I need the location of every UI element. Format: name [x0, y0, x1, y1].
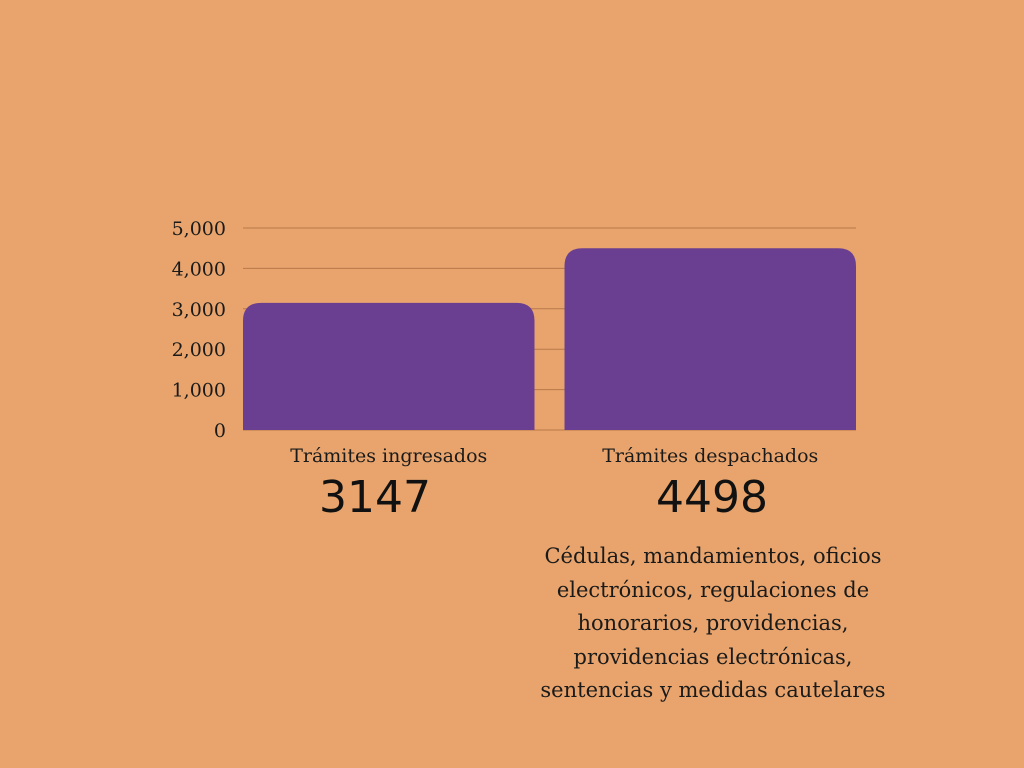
value-ingresados: 3147: [319, 472, 431, 523]
bar: [564, 248, 856, 430]
y-axis-ticks: 0 1,000 2,000 3,000 4,000 5,000: [172, 218, 226, 442]
y-tick-label: 3,000: [172, 299, 226, 321]
value-despachados: 4498: [656, 472, 768, 523]
y-tick-label: 5,000: [172, 218, 226, 240]
bars: [243, 248, 856, 430]
y-tick-label: 1,000: [172, 380, 226, 402]
category-labels: Trámites ingresados Trámites despachados: [290, 445, 818, 467]
y-tick-label: 0: [214, 420, 226, 442]
bar: [243, 302, 535, 430]
category-label: Trámites despachados: [602, 445, 818, 467]
y-tick-label: 2,000: [172, 339, 226, 361]
despachados-description: Cédulas, mandamientos, oficios electróni…: [540, 544, 886, 702]
y-tick-label: 4,000: [172, 258, 226, 280]
category-label: Trámites ingresados: [290, 445, 487, 467]
